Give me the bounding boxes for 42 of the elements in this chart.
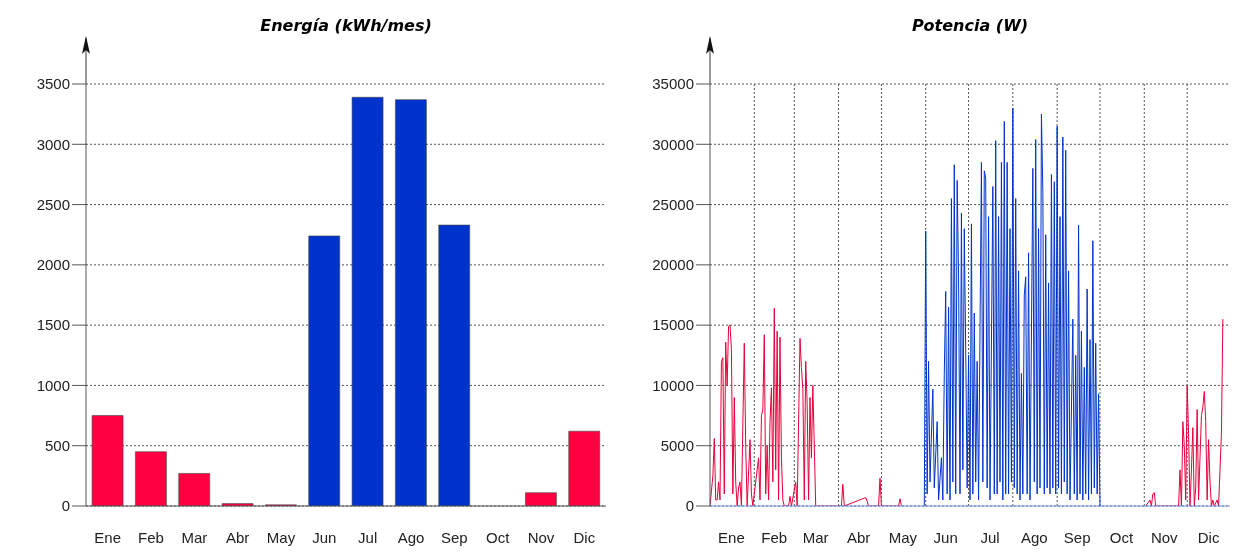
y-tick-label: 25000: [652, 195, 694, 213]
x-tick-label: Nov: [1150, 528, 1179, 546]
x-tick-label: Feb: [761, 528, 788, 546]
y-tick-label: 1000: [36, 376, 70, 394]
y-tick-label: 2500: [36, 195, 70, 213]
y-tick-label: 5000: [660, 437, 694, 455]
x-tick-label: Sep: [440, 528, 468, 546]
x-tick-label: Abr: [846, 528, 871, 546]
x-tick-label: Abr: [225, 528, 250, 546]
y-tick-label: 10000: [652, 376, 694, 394]
x-tick-label: Oct: [485, 528, 511, 546]
y-tick-label: 2000: [36, 256, 70, 274]
y-tick-label: 0: [61, 497, 70, 515]
y-tick-label: 500: [44, 437, 70, 455]
x-tick-label: Feb: [138, 528, 164, 546]
x-tick-label: Jun: [933, 528, 958, 546]
y-tick-label: 30000: [652, 135, 694, 153]
x-tick-label: Ene: [94, 528, 122, 546]
x-tick-label: Jul: [358, 528, 378, 546]
y-tick-label: 3500: [36, 75, 70, 93]
y-tick-label: 3000: [36, 135, 70, 153]
y-tick-label: 1500: [36, 316, 70, 334]
x-tick-label: Sep: [1063, 528, 1091, 546]
x-tick-label: Jun: [312, 528, 337, 546]
x-tick-label: May: [888, 528, 918, 546]
x-tick-label: Ago: [397, 528, 425, 546]
chart-title: Potencia (W): [910, 16, 1030, 35]
x-tick-label: Mar: [802, 528, 829, 546]
x-tick-label: May: [266, 528, 296, 546]
x-tick-label: Jul: [980, 528, 1000, 546]
x-tick-label: Dic: [1197, 528, 1220, 546]
x-tick-label: Ago: [1020, 528, 1048, 546]
x-tick-label: Mar: [181, 528, 208, 546]
x-tick-label: Dic: [573, 528, 596, 546]
x-tick-label: Nov: [527, 528, 555, 546]
y-tick-label: 15000: [652, 316, 694, 334]
x-tick-label: Ene: [718, 528, 745, 546]
chart-title: Energía (kWh/mes): [259, 16, 433, 35]
y-tick-label: 0: [685, 497, 694, 515]
y-tick-label: 35000: [652, 75, 694, 93]
y-tick-label: 20000: [652, 256, 694, 274]
x-tick-label: Oct: [1109, 528, 1134, 546]
